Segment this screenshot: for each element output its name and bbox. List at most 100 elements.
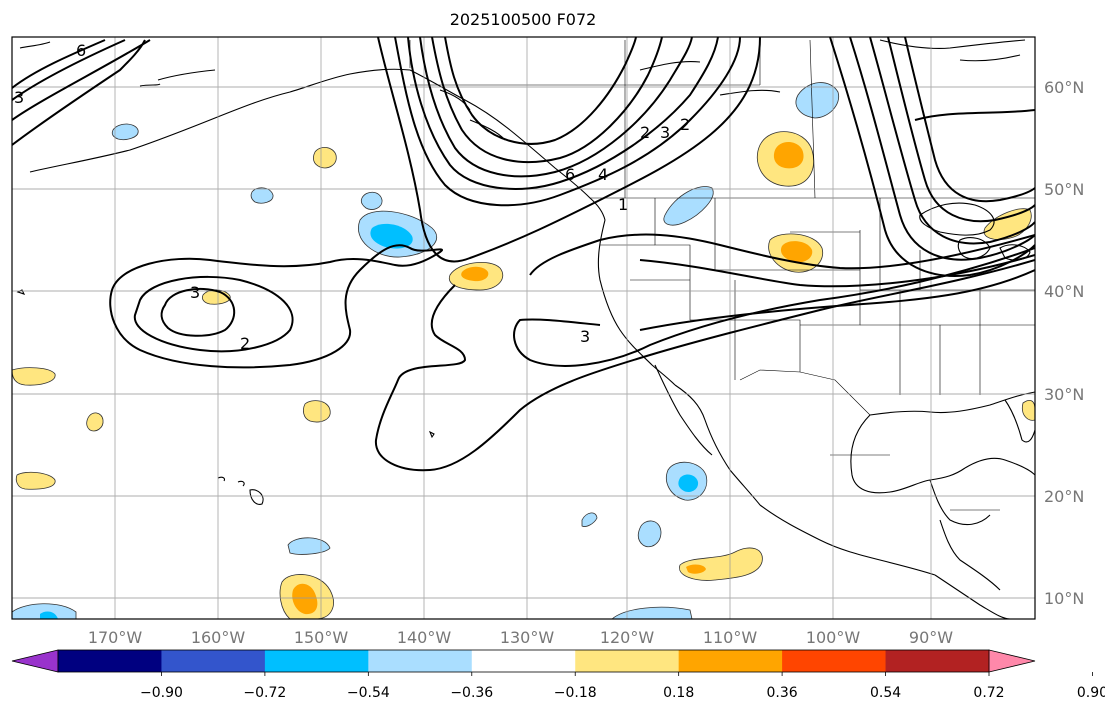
contour-line [394,37,741,207]
lat-label: 30°N [1044,385,1084,404]
map-frame [11,36,1036,620]
contour-line [513,247,1035,367]
latitude-labels: 60°N 50°N 40°N 30°N 20°N 10°N [1044,78,1084,608]
contour-line [12,39,126,101]
colorbar-frame [57,649,990,673]
contour-labels: 3 2 3 6 4 2 3 2 1 3 6 [14,41,690,353]
colorbar-low-extension [11,649,59,673]
lon-label: 150°W [294,628,349,647]
colorbar-segment [264,650,369,672]
colorbar-label: −0.18 [554,685,597,701]
lat-label: 10°N [1044,589,1084,608]
colorbar-segment [368,650,473,672]
lon-label: 100°W [806,628,861,647]
lon-label: 160°W [191,628,246,647]
positive-anomaly-patch [12,367,56,386]
contour-line [12,39,146,146]
longitude-labels: 170°W 160°W 150°W 140°W 130°W 120°W 110°… [88,628,953,647]
negative-anomaly-patch [611,606,693,619]
contour-line [12,39,151,121]
contour-line [887,37,1035,223]
contour-line [419,37,693,178]
contour-line [431,37,663,164]
positive-anomaly-patch [313,147,337,169]
negative-anomaly-patch [637,520,662,548]
contour-label: 2 [240,334,250,353]
contour-label: 6 [565,165,575,184]
contour-line [374,259,1035,472]
colorbar-label: −0.90 [140,685,183,701]
contour-line [829,37,1035,277]
positive-anomaly-core [292,583,318,615]
contour-label: 2 [680,115,690,134]
contour-line [904,37,1035,203]
positive-anomaly-patch [15,471,56,490]
positive-anomaly-patch [303,400,331,423]
colorbar-segments [58,650,990,672]
positive-anomaly-patch [86,412,104,432]
colorbar-high-extension [988,649,1036,673]
colorbar-segment [782,650,887,672]
colorbar-segment [58,650,162,672]
contour-line [109,244,443,369]
contour-label: 3 [660,123,670,142]
contour-line [407,37,719,190]
colorbar-label: 0.36 [767,685,798,701]
positive-anomaly-patch [202,289,231,305]
positive-anomaly-core [686,564,706,574]
map-title: 2025100500 F072 [449,10,597,29]
contour-line [444,37,637,145]
contour-line [12,39,106,89]
lon-label: 90°W [909,628,953,647]
contour-label: 3 [190,283,200,302]
colorbar-segment [471,650,576,672]
shaded-anomalies [12,82,1035,619]
contour-label: 4 [598,165,608,184]
contour-line [914,109,1035,121]
contour-line [529,233,1035,276]
negative-anomaly-patch [360,191,383,210]
positive-anomaly-core [773,141,804,169]
colorbar-label: 0.72 [973,685,1004,701]
positive-anomaly-core [461,266,489,282]
negative-anomaly-core [40,611,58,619]
contour-label: 3 [14,88,24,107]
colorbar-label: −0.72 [243,685,286,701]
contour-line [160,287,236,337]
colorbar-label: −0.54 [347,685,390,701]
contour-label: 2 [640,123,650,142]
negative-anomaly-patch [663,186,714,226]
negative-anomaly-patch [111,123,139,140]
negative-anomaly-patch [250,187,274,204]
lat-label: 40°N [1044,282,1084,301]
lat-label: 20°N [1044,487,1084,506]
contour-label: 6 [76,41,86,60]
contour-line [639,254,1035,288]
contour-line [869,37,1035,245]
contour-line [639,269,1035,331]
contour-label: 1 [618,195,628,214]
negative-anomaly-patch [12,603,77,619]
contour-line [849,37,1035,261]
lon-label: 140°W [397,628,452,647]
positive-anomaly-patch [1021,399,1035,421]
negative-anomaly-core [678,474,699,492]
lon-label: 110°W [703,628,758,647]
colorbar: −0.90 −0.72 −0.54 −0.36 −0.18 0.18 0.36 0.54 0.7… [11,649,1105,701]
contour-line [133,275,294,353]
colorbar-ticks: −0.90 −0.72 −0.54 −0.36 −0.18 0.18 0.36 0.54 0.7… [140,672,1105,701]
colorbar-segment [885,650,990,672]
contour-lines [12,37,1035,472]
map-panel: 3 2 3 6 4 2 3 2 1 3 6 [12,37,1035,619]
colorbar-label: 0.18 [663,685,694,701]
negative-anomaly-patch [287,537,331,555]
positive-anomaly-core [780,241,813,263]
colorbar-label: 0.90 [1077,685,1105,701]
lon-label: 130°W [500,628,555,647]
colorbar-segment [575,650,680,672]
negative-anomaly-core [370,223,413,249]
lon-label: 120°W [600,628,655,647]
lat-label: 60°N [1044,78,1084,97]
contour-line [377,37,761,263]
